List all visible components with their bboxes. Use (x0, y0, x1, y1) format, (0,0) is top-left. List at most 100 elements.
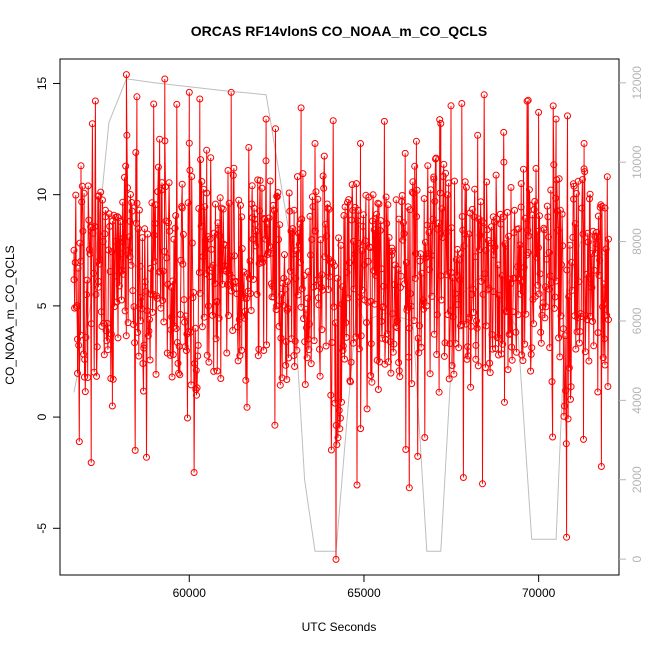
data-point (137, 293, 145, 301)
data-point (92, 291, 100, 298)
data-point (466, 209, 474, 217)
data-point (192, 366, 200, 374)
data-point (127, 261, 135, 269)
data-point (154, 163, 162, 171)
data-point (417, 250, 425, 258)
data-point (586, 190, 594, 198)
data-point (279, 301, 287, 309)
data-point (384, 201, 392, 209)
data-point (87, 320, 95, 328)
data-point (93, 372, 101, 380)
data-point (102, 327, 110, 335)
data-point (185, 88, 193, 96)
data-point (372, 272, 380, 279)
data-point (432, 154, 440, 162)
data-point (493, 215, 501, 223)
data-point (93, 343, 101, 351)
data-point (128, 199, 136, 206)
data-point (121, 307, 129, 315)
data-point (536, 270, 544, 278)
data-point (426, 370, 434, 378)
x-tick-label: 65000 (347, 586, 381, 600)
data-point (255, 345, 263, 353)
data-point (100, 351, 108, 359)
data-point (237, 201, 244, 209)
data-point (90, 269, 98, 277)
data-point (137, 317, 145, 325)
data-point (462, 183, 470, 191)
data-point (237, 313, 245, 320)
data-point (360, 261, 368, 269)
data-point (166, 227, 174, 235)
data-point (146, 316, 153, 323)
data-point (204, 233, 212, 241)
data-point (472, 341, 480, 349)
data-point (480, 219, 488, 227)
data-point (497, 220, 505, 228)
data-point (413, 186, 421, 194)
data-point (375, 200, 383, 208)
data-point (507, 184, 515, 191)
y2-tick-label: 2000 (630, 466, 644, 493)
data-point (113, 298, 121, 306)
data-point (465, 230, 473, 238)
data-point (168, 283, 175, 291)
data-point (471, 253, 479, 261)
data-point (578, 176, 586, 184)
data-point (405, 353, 413, 361)
data-point (131, 339, 139, 347)
data-point (188, 239, 196, 247)
data-point (299, 170, 307, 178)
data-point (389, 310, 397, 318)
data-point (181, 343, 189, 351)
data-point (335, 234, 343, 242)
data-point (332, 319, 340, 327)
data-point (298, 285, 306, 293)
data-point (573, 328, 581, 336)
data-point (443, 191, 451, 199)
data-point (197, 156, 205, 164)
data-point (275, 322, 283, 330)
data-point (329, 117, 337, 125)
data-point (223, 281, 231, 288)
data-point (605, 235, 612, 243)
data-point (204, 302, 212, 310)
data-point (274, 189, 282, 197)
data-point (483, 178, 491, 186)
data-point (416, 257, 424, 265)
data-point (212, 335, 220, 343)
data-point (590, 342, 598, 350)
data-point (589, 227, 597, 235)
data-point (260, 215, 268, 222)
data-point (512, 328, 520, 336)
data-point (489, 345, 497, 353)
data-point (527, 350, 535, 358)
data-point (505, 330, 513, 338)
data-point (70, 246, 78, 254)
data-point (169, 351, 177, 359)
data-point (514, 263, 521, 271)
data-point (79, 227, 87, 235)
data-point (460, 242, 468, 250)
data-point (575, 339, 583, 347)
y2-tick-label: 6000 (630, 307, 644, 334)
data-point (367, 372, 375, 380)
data-point (575, 278, 583, 286)
data-point (402, 259, 410, 267)
data-point (108, 402, 116, 410)
data-point (218, 262, 226, 270)
data-point (154, 188, 162, 196)
data-point (383, 330, 391, 338)
data-point (203, 146, 211, 154)
data-point (500, 158, 508, 166)
data-point (441, 339, 449, 347)
data-point (171, 322, 178, 330)
data-point (253, 227, 260, 235)
data-point (210, 367, 218, 375)
data-point (395, 359, 403, 366)
data-point (564, 112, 571, 120)
data-point (254, 352, 262, 360)
data-point (238, 213, 246, 221)
data-point (487, 239, 495, 247)
data-point (318, 326, 326, 334)
